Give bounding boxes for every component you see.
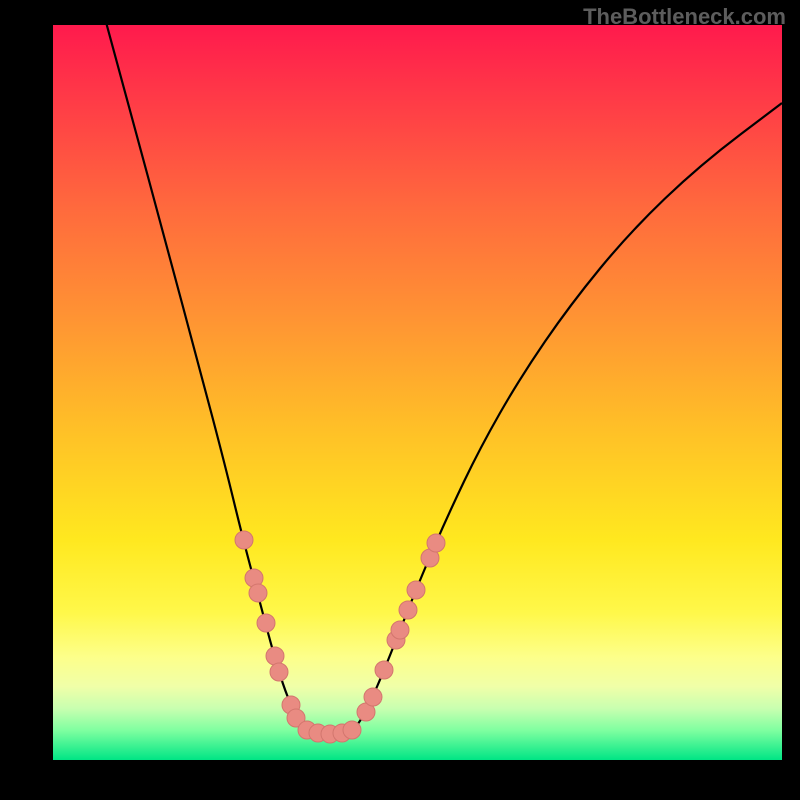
data-marker [391, 621, 409, 639]
watermark-text: TheBottleneck.com [583, 4, 786, 30]
data-marker [266, 647, 284, 665]
data-marker [407, 581, 425, 599]
data-marker [364, 688, 382, 706]
data-marker [235, 531, 253, 549]
data-marker [399, 601, 417, 619]
data-marker [249, 584, 267, 602]
data-marker [270, 663, 288, 681]
data-marker [427, 534, 445, 552]
plot-area [53, 25, 782, 760]
data-marker [375, 661, 393, 679]
frame-left [0, 0, 53, 800]
bottleneck-curve [100, 0, 782, 735]
data-marker [343, 721, 361, 739]
frame-bottom [0, 760, 800, 800]
frame-right [782, 0, 800, 800]
curve-layer [0, 0, 800, 800]
data-marker [257, 614, 275, 632]
